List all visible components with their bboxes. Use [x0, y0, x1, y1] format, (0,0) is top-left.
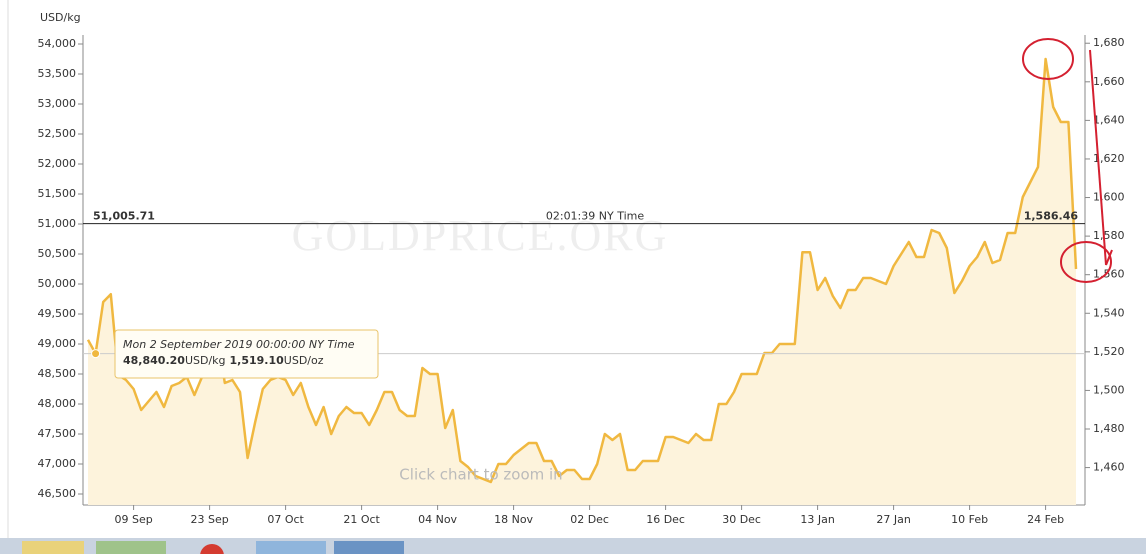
y-tick-label: 51,000	[38, 217, 77, 230]
y-tick-label: 52,000	[38, 157, 77, 170]
taskbar-button	[334, 541, 404, 554]
y-tick-label: 47,500	[38, 427, 77, 440]
tooltip-part: 48,840.20	[123, 354, 185, 367]
annotation-circle	[1060, 241, 1112, 283]
taskbar-button	[256, 541, 326, 554]
current-time: 02:01:39 NY Time	[546, 210, 644, 223]
tooltip-date: Mon 2 September 2019 00:00:00 NY Time	[123, 338, 355, 351]
y-tick-label: 48,000	[38, 397, 77, 410]
y-tick-label: 50,000	[38, 277, 77, 290]
taskbar-button	[22, 541, 84, 554]
x-tick-label: 04 Nov	[418, 513, 457, 526]
y-tick-label: 47,000	[38, 457, 77, 470]
y2-tick-label: 1,540	[1093, 306, 1125, 319]
y2-tick-label: 1,480	[1093, 422, 1125, 435]
x-tick-label: 07 Oct	[267, 513, 304, 526]
y-tick-label: 53,500	[38, 67, 77, 80]
y-tick-label: 52,500	[38, 127, 77, 140]
y2-tick-label: 1,620	[1093, 152, 1125, 165]
annotation-circle	[1022, 38, 1074, 80]
x-tick-label: 09 Sep	[114, 513, 152, 526]
tooltip-part: USD/kg	[185, 354, 226, 367]
y2-tick-label: 1,600	[1093, 191, 1125, 204]
x-tick-label: 24 Feb	[1027, 513, 1064, 526]
taskbar-icon	[200, 544, 224, 554]
x-tick-label: 10 Feb	[951, 513, 988, 526]
y-tick-label: 46,500	[38, 487, 77, 500]
y-tick-label: 48,500	[38, 367, 77, 380]
y-tick-label: 49,500	[38, 307, 77, 320]
x-tick-label: 02 Dec	[570, 513, 609, 526]
x-tick-label: 13 Jan	[800, 513, 834, 526]
x-tick-label: 27 Jan	[876, 513, 910, 526]
taskbar	[0, 538, 1146, 554]
taskbar-button	[96, 541, 166, 554]
y-tick-label: 50,500	[38, 247, 77, 260]
y2-tick-label: 1,660	[1093, 75, 1125, 88]
tooltip-box	[114, 329, 379, 379]
hover-point	[91, 349, 101, 359]
tooltip-values: 48,840.20USD/kg 1,519.10USD/oz	[123, 354, 324, 367]
tooltip-part: 1,519.10	[230, 354, 285, 367]
y2-tick-label: 1,580	[1093, 229, 1125, 242]
y2-tick-label: 1,680	[1093, 36, 1125, 49]
y2-tick-label: 1,500	[1093, 383, 1125, 396]
current-price-oz: 1,586.46	[1024, 210, 1079, 223]
x-tick-label: 21 Oct	[343, 513, 380, 526]
area-fill	[88, 59, 1076, 505]
y2-tick-label: 1,520	[1093, 345, 1125, 358]
annotation-arrow	[1105, 249, 1113, 266]
tooltip-part: USD/oz	[284, 354, 324, 367]
y-axis-label: USD/kg	[40, 11, 81, 24]
zoom-hint: Click chart to zoom in	[399, 466, 562, 484]
annotation-arrow	[1089, 49, 1107, 266]
x-tick-label: 16 Dec	[646, 513, 685, 526]
price-line	[86, 57, 1078, 484]
watermark: GOLDPRICE.ORG	[292, 211, 669, 260]
y-tick-label: 49,000	[38, 337, 77, 350]
y-tick-label: 54,000	[38, 37, 77, 50]
y-tick-label: 51,500	[38, 187, 77, 200]
y2-tick-label: 1,640	[1093, 113, 1125, 126]
y2-tick-label: 1,460	[1093, 461, 1125, 474]
x-tick-label: 18 Nov	[494, 513, 533, 526]
x-tick-label: 23 Sep	[190, 513, 228, 526]
y-tick-label: 53,000	[38, 97, 77, 110]
x-tick-label: 30 Dec	[722, 513, 761, 526]
current-price-label: 51,005.71	[93, 210, 155, 223]
